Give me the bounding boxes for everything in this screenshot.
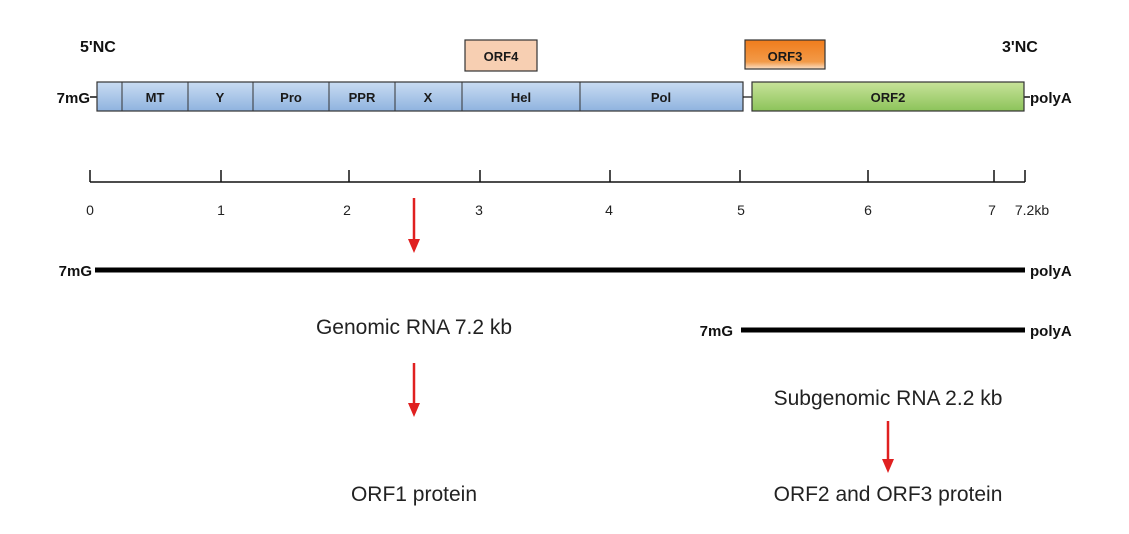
genomic-rna-cap: 7mG	[59, 263, 92, 280]
tick-1: 1	[217, 202, 225, 218]
tick-7-2kb: 7.2kb	[1015, 202, 1049, 218]
domain-y: Y	[216, 90, 225, 105]
orf4-box	[464, 39, 538, 72]
domain-pro: Pro	[280, 90, 302, 105]
tick-7: 7	[988, 202, 996, 218]
orf1-protein-label: ORF1 protein	[351, 483, 477, 506]
scale-bar	[89, 170, 1026, 183]
genomic-rna-label: Genomic RNA 7.2 kb	[316, 316, 512, 339]
orf2-bar	[751, 81, 1025, 112]
domain-pol: Pol	[651, 90, 671, 105]
subgenomic-rna-label: Subgenomic RNA 2.2 kb	[774, 387, 1003, 410]
tick-6: 6	[864, 202, 872, 218]
genome-tail: polyA	[1030, 90, 1072, 107]
tick-0: 0	[86, 202, 94, 218]
arrow-transcription	[408, 198, 420, 253]
domain-ppr: PPR	[349, 90, 376, 105]
orf3-label: ORF3	[768, 49, 803, 64]
genomic-rna-tail: polyA	[1030, 263, 1072, 280]
tick-2: 2	[343, 202, 351, 218]
arrow-translation-orf1	[408, 363, 420, 417]
tick-5: 5	[737, 202, 745, 218]
arrow-translation-orf2-orf3	[882, 421, 894, 473]
subgenomic-rna-cap: 7mG	[700, 323, 733, 340]
subgenomic-rna-tail: polyA	[1030, 323, 1072, 340]
orf1-bar	[96, 81, 744, 112]
orf4-label: ORF4	[484, 49, 519, 64]
label-5nc: 5'NC	[80, 39, 116, 56]
domain-mt: MT	[146, 90, 165, 105]
orf3-box	[744, 39, 826, 70]
tick-4: 4	[605, 202, 613, 218]
tick-3: 3	[475, 202, 483, 218]
domain-hel: Hel	[511, 90, 531, 105]
orf2-orf3-protein-label: ORF2 and ORF3 protein	[774, 483, 1003, 506]
label-3nc: 3'NC	[1002, 39, 1038, 56]
genome-cap: 7mG	[57, 90, 90, 107]
orf2-label: ORF2	[871, 90, 906, 105]
domain-x: X	[424, 90, 433, 105]
